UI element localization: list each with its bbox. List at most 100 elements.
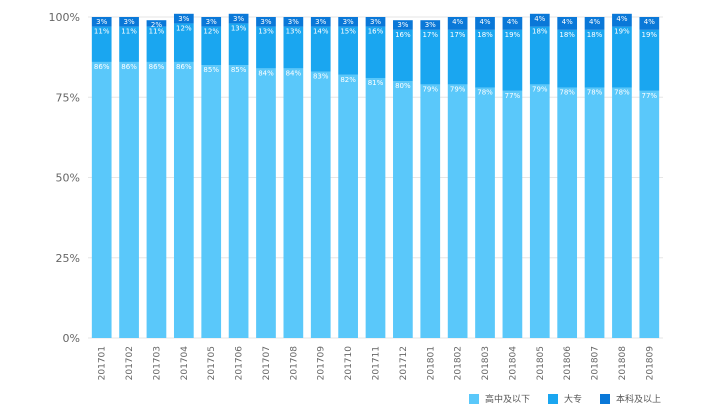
bar-segment	[173, 13, 194, 24]
bar-segment	[256, 17, 276, 27]
data-label: 78%	[587, 89, 603, 97]
legend-label: 高中及以下	[484, 395, 530, 405]
data-label: 3%	[370, 18, 381, 26]
legend-item: 大专	[547, 392, 582, 405]
legend-item: 高中及以下	[468, 392, 530, 405]
x-tick-label: 201707	[262, 346, 272, 380]
data-label: 79%	[532, 85, 548, 93]
data-label: 19%	[505, 31, 521, 39]
bar-segment	[475, 17, 495, 30]
x-tick-label: 201703	[152, 346, 162, 380]
bar-segment	[201, 65, 222, 339]
bar-segment	[557, 29, 578, 88]
bar-segment	[201, 17, 222, 27]
data-label: 4%	[507, 18, 518, 26]
bar-segment	[529, 13, 550, 27]
data-label: 13%	[231, 24, 247, 32]
x-tick-label: 201708	[289, 346, 299, 381]
x-tick-label: 201704	[180, 346, 190, 381]
data-label: 3%	[315, 18, 326, 26]
bar-segment	[420, 29, 441, 85]
data-label: 3%	[233, 15, 244, 23]
data-label: 86%	[94, 63, 110, 71]
data-label: 17%	[450, 31, 466, 39]
legend-swatch	[468, 393, 479, 404]
bar-segment	[420, 84, 441, 338]
bar-segment	[338, 26, 358, 75]
legend-label: 本科及以上	[615, 395, 661, 405]
data-label: 85%	[231, 66, 247, 74]
bar-segment	[228, 65, 249, 339]
bar-segment	[173, 61, 194, 338]
data-label: 11%	[121, 28, 137, 36]
data-label: 83%	[313, 73, 329, 81]
x-axis: 201701 201702 201703 201704 201705 201706 2017…	[98, 346, 656, 381]
y-tick-label: 100%	[49, 11, 80, 24]
x-tick-label: 201802	[454, 346, 464, 380]
data-label: 78%	[477, 89, 493, 97]
data-label: 4%	[616, 15, 627, 23]
bar-segment	[502, 90, 523, 338]
data-label: 3%	[96, 18, 107, 26]
bar-segment	[338, 74, 358, 338]
bar-segment	[310, 71, 331, 338]
bar-segment	[502, 29, 523, 91]
bar-segment	[447, 29, 468, 85]
data-label: 4%	[479, 18, 490, 26]
data-label: 84%	[286, 69, 302, 77]
bar-segment	[557, 17, 578, 30]
bar-segment	[119, 26, 139, 62]
bar-segment	[119, 17, 139, 27]
bar-segment	[584, 29, 605, 88]
bar-segment	[447, 17, 468, 30]
legend-label: 大专	[563, 395, 582, 405]
bar-series: 86%11%3%86%11%3%86%11%2%86%12%3%85%12%3%…	[91, 13, 660, 339]
data-label: 84%	[258, 69, 274, 77]
x-tick-label: 201808	[618, 346, 628, 381]
bar-segment	[612, 26, 632, 88]
bar-segment	[283, 68, 304, 339]
x-tick-label: 201809	[645, 346, 655, 381]
x-tick-label: 201710	[344, 346, 354, 381]
bar-segment	[584, 17, 605, 30]
x-tick-label: 201709	[317, 346, 327, 381]
bar-segment	[584, 87, 605, 339]
bar-segment	[475, 29, 495, 88]
bar-segment	[365, 17, 386, 27]
bar-segment	[420, 20, 441, 30]
y-tick-label: 75%	[56, 91, 80, 104]
legend-item: 本科及以上	[599, 392, 661, 405]
bar-segment	[91, 17, 112, 27]
bar-segment	[475, 87, 495, 339]
bar-segment	[393, 81, 413, 338]
bar-segment	[228, 23, 249, 66]
data-label: 79%	[450, 85, 466, 93]
legend-swatch	[599, 393, 610, 404]
data-label: 86%	[149, 63, 165, 71]
data-label: 3%	[178, 15, 189, 23]
data-label: 16%	[395, 31, 411, 39]
data-label: 18%	[477, 31, 493, 39]
y-tick-label: 50%	[56, 172, 80, 185]
bar-segment	[91, 26, 112, 62]
bar-segment	[228, 13, 249, 24]
bar-segment	[146, 20, 167, 27]
y-axis: 0% 25% 50% 75% 100%	[49, 11, 80, 345]
bar-segment	[256, 68, 276, 339]
data-label: 78%	[614, 89, 630, 97]
data-label: 3%	[206, 18, 217, 26]
bar-segment	[91, 61, 112, 338]
data-label: 79%	[422, 85, 438, 93]
x-tick-label: 201807	[591, 346, 601, 380]
x-tick-label: 201702	[125, 346, 135, 380]
data-label: 3%	[425, 21, 436, 29]
x-tick-label: 201705	[207, 346, 217, 380]
data-label: 4%	[562, 18, 573, 26]
bar-segment	[639, 29, 660, 91]
bar-segment	[612, 87, 632, 339]
data-label: 86%	[176, 63, 192, 71]
x-tick-label: 201806	[563, 346, 573, 381]
bar-segment	[529, 84, 550, 338]
x-tick-label: 201804	[508, 346, 518, 381]
